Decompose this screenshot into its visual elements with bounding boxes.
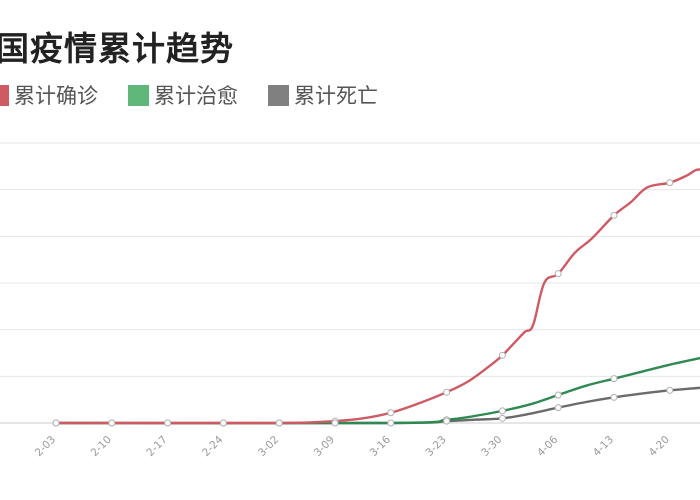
data-point-marker [108, 419, 116, 427]
x-tick-label: 3-02 [256, 434, 281, 459]
legend-item-confirmed[interactable]: 累计确诊 [0, 80, 98, 110]
data-point-marker [52, 419, 60, 427]
data-point-marker [554, 404, 562, 412]
data-point-marker [164, 419, 172, 427]
data-point-marker [387, 409, 395, 417]
legend-swatch-deaths [268, 84, 289, 106]
data-point-marker [498, 414, 506, 422]
legend-item-deaths[interactable]: 累计死亡 [268, 80, 378, 110]
data-point-marker [219, 419, 227, 427]
data-point-marker [275, 419, 283, 427]
legend-swatch-recovered [128, 84, 149, 106]
data-point-marker [610, 393, 618, 401]
x-tick-label: 4-13 [591, 434, 616, 459]
x-tick-label: 3-16 [368, 433, 394, 459]
series-line-recovered [54, 356, 700, 425]
data-point-marker [554, 270, 562, 278]
legend-label-deaths: 累计死亡 [294, 84, 378, 108]
data-point-marker [610, 211, 618, 219]
x-tick-label: 2-17 [144, 434, 169, 459]
chart-title: 国疫情累计趋势 [0, 29, 234, 68]
x-tick-label: 3-23 [423, 434, 448, 459]
data-point-marker [610, 375, 618, 383]
x-tick-label: 2-03 [33, 434, 58, 459]
data-point-marker [666, 179, 674, 187]
x-tick-label: 4-20 [647, 434, 672, 459]
x-tick-label: 3-09 [312, 434, 337, 459]
legend-swatch-confirmed [0, 84, 9, 106]
x-tick-label: 2-10 [89, 434, 114, 459]
legend-label-recovered: 累计治愈 [154, 84, 238, 108]
x-tick-label: 4-06 [535, 433, 561, 459]
series-line-deaths [54, 386, 700, 425]
data-point-marker [666, 386, 674, 394]
data-point-marker [498, 407, 506, 415]
x-tick-label: 2-24 [200, 433, 226, 459]
data-point-marker [498, 351, 506, 359]
data-point-marker [387, 419, 395, 427]
data-point-marker [554, 391, 562, 399]
chart-legend: 累计确诊 累计治愈 累计死亡 [0, 80, 408, 110]
data-point-marker [331, 419, 339, 427]
legend-item-recovered[interactable]: 累计治愈 [128, 80, 238, 110]
data-point-marker [443, 388, 451, 396]
x-tick-label: 3-30 [479, 434, 504, 459]
legend-label-confirmed: 累计确诊 [14, 84, 98, 108]
series-line-confirmed [54, 168, 700, 425]
data-point-marker [443, 417, 451, 425]
